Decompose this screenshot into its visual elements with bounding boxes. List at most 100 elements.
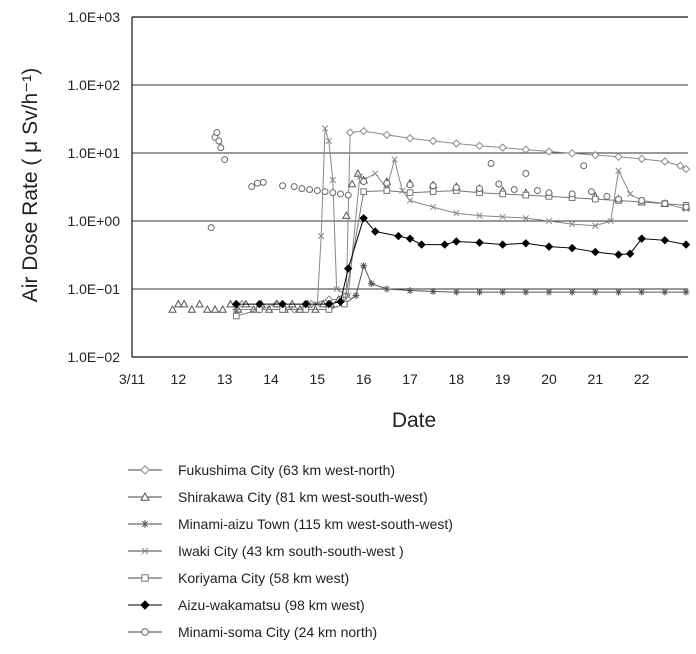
- data-point: [637, 154, 646, 164]
- legend-marker: [140, 600, 150, 610]
- legend-item: Aizu-wakamatsu (98 km west): [128, 597, 365, 613]
- legend-marker: [141, 628, 149, 636]
- data-point: [372, 170, 379, 177]
- data-point: [232, 299, 241, 309]
- data-point: [195, 299, 204, 308]
- data-point: [333, 285, 340, 293]
- data-point: [522, 191, 530, 199]
- data-point: [202, 304, 212, 313]
- data-point: [614, 250, 623, 259]
- data-point: [325, 137, 333, 145]
- data-point: [587, 188, 595, 196]
- legend-item: Koriyama City (58 km west): [128, 570, 349, 586]
- data-point: [682, 288, 690, 296]
- x-tick-label: 20: [541, 371, 557, 387]
- data-point: [453, 210, 460, 217]
- y-tick-label: 1.0E+01: [67, 145, 120, 161]
- data-point: [405, 234, 415, 243]
- data-point: [533, 187, 541, 195]
- data-point: [682, 203, 690, 211]
- series-5: [232, 213, 691, 309]
- data-point: [187, 304, 197, 313]
- legend-marker: [141, 574, 149, 582]
- data-point: [382, 130, 392, 140]
- x-tick-label: 13: [217, 371, 233, 387]
- series-line: [236, 128, 687, 310]
- data-point: [476, 288, 483, 296]
- data-point: [660, 157, 670, 166]
- legend-label: Fukushima City (63 km west-north): [178, 462, 395, 478]
- data-point: [615, 288, 622, 296]
- data-point: [248, 183, 256, 191]
- data-point: [545, 189, 553, 197]
- data-point: [383, 187, 391, 194]
- legend-label: Minami-aizu Town (115 km west-south-west…: [178, 516, 453, 532]
- x-tick-label: 16: [356, 371, 372, 387]
- data-point: [353, 168, 363, 177]
- data-point: [545, 217, 553, 225]
- axes: 1.0E+03 1.0E+02 1.0E+01 1.0E+00 1.0E−01 1.0E−…: [19, 9, 688, 432]
- data-point: [215, 137, 223, 145]
- legend-label: Minami-soma City (24 km north): [178, 624, 377, 640]
- data-point: [290, 183, 298, 191]
- data-point: [430, 203, 437, 211]
- data-point: [475, 141, 484, 150]
- x-tick-label: 18: [449, 371, 465, 387]
- data-point: [429, 287, 437, 295]
- data-point: [521, 239, 531, 248]
- data-point: [487, 160, 495, 168]
- data-point: [359, 126, 368, 136]
- y-tick-label: 1.0E+02: [67, 77, 120, 93]
- data-point: [615, 167, 622, 174]
- data-point: [591, 150, 600, 160]
- data-point: [345, 128, 355, 137]
- data-point: [499, 190, 506, 198]
- data-point: [301, 299, 310, 309]
- data-point: [173, 299, 183, 308]
- legend-label: Iwaki City (43 km south-south-west ): [178, 543, 404, 559]
- legend-label: Shirakawa City (81 km west-south-west): [178, 489, 428, 505]
- series-0: [237, 126, 691, 314]
- legend-marker: [140, 465, 150, 475]
- data-point: [168, 304, 177, 313]
- data-point: [661, 200, 669, 208]
- series-3: [233, 125, 690, 313]
- data-point: [352, 292, 360, 300]
- data-point: [179, 299, 189, 308]
- data-point: [603, 192, 611, 200]
- data-point: [254, 179, 261, 187]
- data-point: [213, 129, 221, 137]
- data-point: [329, 189, 337, 197]
- data-point: [318, 232, 325, 240]
- data-point: [626, 190, 634, 198]
- data-point: [615, 195, 622, 203]
- data-point: [495, 180, 503, 188]
- series-layer: [168, 125, 691, 320]
- legend-marker: [141, 547, 149, 555]
- y-tick-label: 1.0E+03: [67, 9, 120, 25]
- data-point: [360, 188, 367, 195]
- data-point: [347, 179, 357, 188]
- data-point: [259, 178, 267, 186]
- series-6: [207, 129, 690, 232]
- data-point: [367, 280, 375, 288]
- data-point: [638, 197, 646, 205]
- data-point: [217, 144, 225, 152]
- data-point: [360, 178, 368, 186]
- data-point: [428, 136, 438, 146]
- data-point: [417, 240, 426, 249]
- x-tick-label: 21: [588, 371, 604, 387]
- data-point: [321, 125, 329, 132]
- data-point: [440, 240, 449, 249]
- data-point: [476, 185, 483, 193]
- data-point: [681, 164, 691, 174]
- data-point: [521, 145, 531, 154]
- x-tick-label: 17: [402, 371, 418, 387]
- data-point: [429, 188, 437, 195]
- data-point: [475, 238, 484, 247]
- legend-item: Minami-aizu Town (115 km west-south-west…: [128, 516, 453, 532]
- data-point: [344, 264, 353, 273]
- data-point: [452, 288, 460, 296]
- data-point: [499, 213, 506, 221]
